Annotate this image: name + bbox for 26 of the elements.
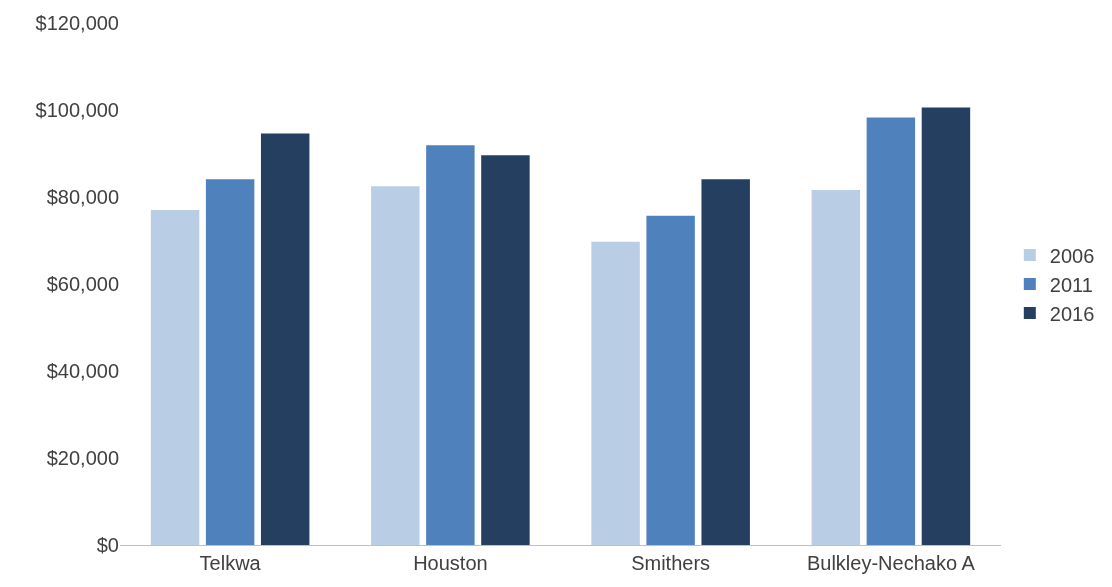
legend-label: 2016 [1049,302,1095,325]
y-tick-label: $120,000 [35,12,119,34]
x-tick-label: Telkwa [199,552,262,574]
bar [150,210,200,545]
bar [481,155,530,545]
bar [921,107,971,545]
bar [646,215,695,545]
legend-label: 2006 [1049,244,1095,267]
x-tick-label: Bulkley-Nechako A [806,552,976,574]
bar [371,186,420,545]
y-tick-label: $60,000 [46,273,119,295]
legend-label: 2011 [1049,273,1093,296]
bar [426,145,475,545]
y-tick-label: $100,000 [35,99,119,121]
bar [260,133,310,545]
bar [866,117,916,545]
y-tick-label: $40,000 [46,360,119,382]
bar [591,241,640,545]
bar [205,179,255,545]
bar [701,179,750,545]
x-tick-label: Smithers [631,552,711,574]
y-tick-label: $20,000 [46,447,119,469]
y-tick-label: $0 [96,534,119,556]
y-tick-label: $80,000 [46,186,119,208]
bar [811,190,861,545]
x-tick-label: Houston [413,552,488,574]
